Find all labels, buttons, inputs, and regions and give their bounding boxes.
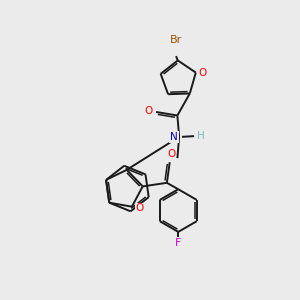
Text: Br: Br bbox=[170, 35, 182, 45]
Text: O: O bbox=[198, 68, 206, 78]
Text: O: O bbox=[167, 149, 175, 159]
Text: N: N bbox=[170, 132, 178, 142]
Text: O: O bbox=[136, 203, 144, 214]
Text: F: F bbox=[175, 238, 182, 248]
Text: O: O bbox=[145, 106, 153, 116]
Text: H: H bbox=[196, 131, 204, 141]
